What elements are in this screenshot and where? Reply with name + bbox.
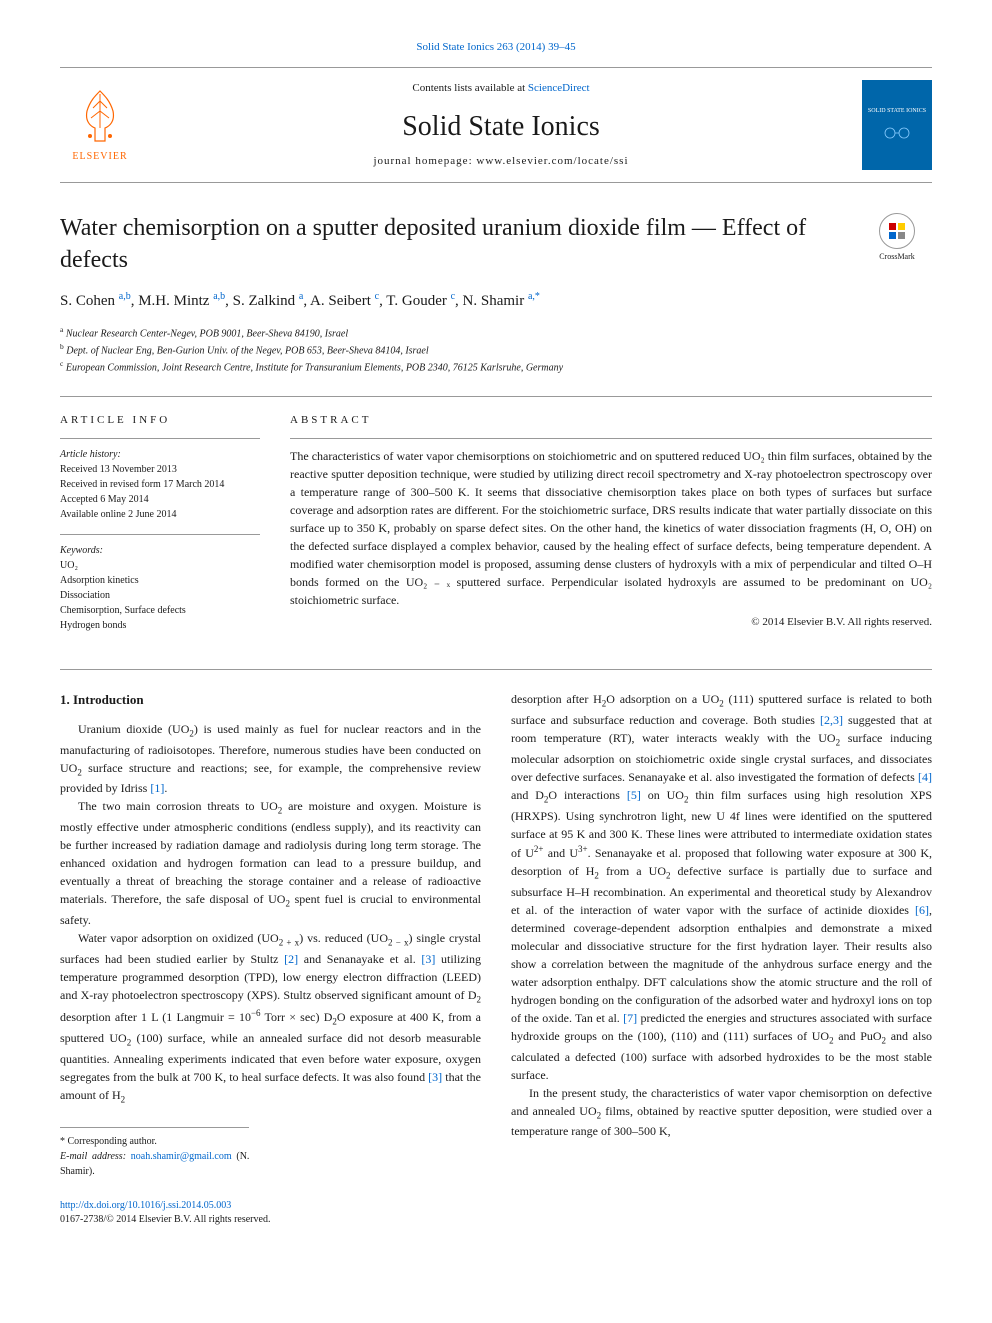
crossmark-badge[interactable]: CrossMark bbox=[862, 213, 932, 262]
elsevier-tree-icon bbox=[75, 86, 125, 146]
author-line: S. Cohen a,b, M.H. Mintz a,b, S. Zalkind… bbox=[60, 290, 932, 312]
homepage-line: journal homepage: www.elsevier.com/locat… bbox=[140, 154, 862, 169]
article-info-heading: ARTICLE INFO bbox=[60, 413, 260, 428]
journal-name: Solid State Ionics bbox=[140, 107, 862, 146]
keywords-label: Keywords: bbox=[60, 543, 260, 558]
sciencedirect-link[interactable]: ScienceDirect bbox=[528, 82, 590, 94]
corresponding-label: * Corresponding author. bbox=[60, 1134, 249, 1149]
affiliation-a: a Nuclear Research Center-Negev, POB 900… bbox=[60, 324, 932, 341]
affiliation-b: b Dept. of Nuclear Eng, Ben-Gurion Univ.… bbox=[60, 341, 932, 358]
keywords-block: Keywords: UO₂ Adsorption kinetics Dissoc… bbox=[60, 534, 260, 633]
history-received: Received 13 November 2013 bbox=[60, 462, 260, 477]
corresponding-author-block: * Corresponding author. E-mail address: … bbox=[60, 1127, 249, 1179]
abstract-text: The characteristics of water vapor chemi… bbox=[290, 438, 932, 609]
contents-line: Contents lists available at ScienceDirec… bbox=[140, 81, 862, 96]
journal-header: ELSEVIER Contents lists available at Sci… bbox=[60, 67, 932, 183]
abstract-copyright: © 2014 Elsevier B.V. All rights reserved… bbox=[290, 615, 932, 630]
corresponding-email-line: E-mail address: noah.shamir@gmail.com (N… bbox=[60, 1149, 249, 1179]
top-citation: Solid State Ionics 263 (2014) 39–45 bbox=[60, 40, 932, 55]
cover-title: SOLID STATE IONICS bbox=[868, 108, 926, 115]
homepage-prefix: journal homepage: bbox=[373, 155, 476, 167]
left-column: 1. Introduction Uranium dioxide (UO2) is… bbox=[60, 690, 481, 1179]
contents-prefix: Contents lists available at bbox=[412, 82, 527, 94]
abstract: ABSTRACT The characteristics of water va… bbox=[290, 413, 932, 645]
history-online: Available online 2 June 2014 bbox=[60, 507, 260, 522]
section-1-heading: 1. Introduction bbox=[60, 690, 481, 710]
right-column: desorption after H2O adsorption on a UO2… bbox=[511, 690, 932, 1179]
elsevier-wordmark: ELSEVIER bbox=[72, 150, 127, 164]
affiliations: a Nuclear Research Center-Negev, POB 900… bbox=[60, 324, 932, 376]
issn-copyright: 0167-2738/© 2014 Elsevier B.V. All right… bbox=[60, 1213, 932, 1227]
crossmark-label: CrossMark bbox=[879, 252, 915, 261]
keyword-3: Dissociation bbox=[60, 588, 260, 603]
history-label: Article history: bbox=[60, 447, 260, 462]
page-container: Solid State Ionics 263 (2014) 39–45 ELSE… bbox=[0, 0, 992, 1267]
history-revised: Received in revised form 17 March 2014 bbox=[60, 477, 260, 492]
article-info: ARTICLE INFO Article history: Received 1… bbox=[60, 413, 260, 645]
article-history: Article history: Received 13 November 20… bbox=[60, 438, 260, 522]
history-accepted: Accepted 6 May 2014 bbox=[60, 492, 260, 507]
cover-diagram-icon bbox=[882, 123, 912, 143]
crossmark-icon bbox=[879, 213, 915, 249]
affiliation-c: c European Commission, Joint Research Ce… bbox=[60, 358, 932, 375]
page-footer: http://dx.doi.org/10.1016/j.ssi.2014.05.… bbox=[60, 1199, 932, 1227]
right-column-text: desorption after H2O adsorption on a UO2… bbox=[511, 690, 932, 1140]
journal-cover-thumbnail: SOLID STATE IONICS bbox=[862, 80, 932, 170]
header-center: Contents lists available at ScienceDirec… bbox=[140, 81, 862, 169]
email-label: E-mail address: bbox=[60, 1151, 131, 1162]
left-column-text: Uranium dioxide (UO2) is used mainly as … bbox=[60, 720, 481, 1107]
elsevier-logo: ELSEVIER bbox=[60, 80, 140, 170]
abstract-heading: ABSTRACT bbox=[290, 413, 932, 428]
keyword-1: UO₂ bbox=[60, 558, 260, 573]
corresponding-email-link[interactable]: noah.shamir@gmail.com bbox=[131, 1151, 232, 1162]
homepage-url[interactable]: www.elsevier.com/locate/ssi bbox=[476, 155, 628, 167]
top-citation-link[interactable]: Solid State Ionics 263 (2014) 39–45 bbox=[416, 41, 575, 53]
keyword-4: Chemisorption, Surface defects bbox=[60, 603, 260, 618]
keyword-5: Hydrogen bonds bbox=[60, 618, 260, 633]
body-columns: 1. Introduction Uranium dioxide (UO2) is… bbox=[60, 669, 932, 1179]
article-title: Water chemisorption on a sputter deposit… bbox=[60, 213, 842, 275]
doi-link[interactable]: http://dx.doi.org/10.1016/j.ssi.2014.05.… bbox=[60, 1200, 231, 1211]
keyword-2: Adsorption kinetics bbox=[60, 573, 260, 588]
title-row: Water chemisorption on a sputter deposit… bbox=[60, 213, 932, 275]
info-abstract-row: ARTICLE INFO Article history: Received 1… bbox=[60, 396, 932, 645]
